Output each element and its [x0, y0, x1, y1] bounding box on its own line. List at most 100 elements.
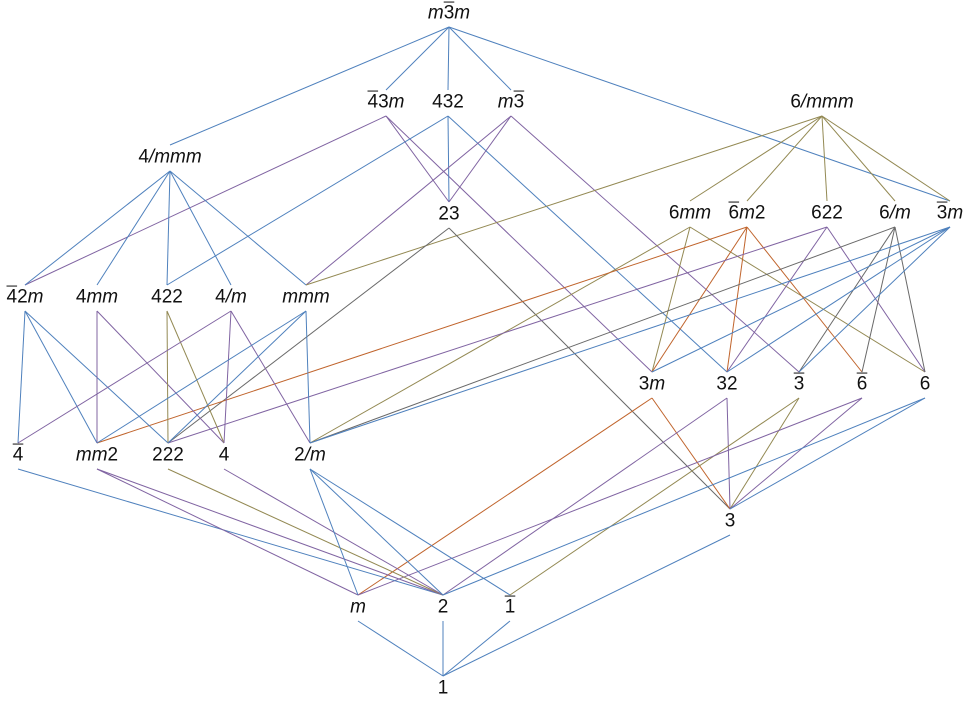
node-label-6mm: 6mm — [668, 202, 712, 224]
node-label-6: 6 — [919, 373, 931, 395]
edge-4/mmm-to-422 — [166, 170, 171, 286]
edge-mmm-to-2/m — [305, 310, 311, 444]
edge-6mm-to-2/m — [309, 226, 691, 444]
edge-m3m-to-m-3 — [448, 26, 512, 91]
edge-6/mmm-to-mmm — [305, 115, 823, 286]
edge-4/m-to--4 — [17, 310, 232, 444]
node-label-6/mmm: 6/mmm — [790, 91, 854, 113]
node-label-23: 23 — [438, 203, 460, 225]
edge-m-3-to-23 — [448, 115, 512, 203]
edge-622-to-6 — [826, 226, 926, 373]
edge-3m-to-3 — [651, 397, 731, 510]
edge-422-to-222 — [166, 310, 169, 444]
node-label-6/m: 6/m — [879, 202, 911, 224]
edge-6/m-to--6 — [861, 226, 896, 373]
edge-mmm-to-222 — [167, 310, 307, 444]
node-label-3m: 3m — [638, 373, 666, 395]
edge-2/m-to--1 — [309, 468, 511, 596]
edge-6/mmm-to--6m2 — [746, 115, 823, 202]
edge--3-to-3 — [729, 397, 800, 510]
edge-m-3-to--3 — [510, 115, 800, 373]
node-label--1: 1 — [504, 596, 516, 618]
edge-622-to-32 — [726, 226, 828, 373]
edge--4-to-2 — [17, 468, 444, 596]
node-label--6m2: 6m2 — [728, 202, 766, 224]
edge-6/m-to--3 — [798, 226, 896, 373]
node-label-4mm: 4mm — [75, 286, 119, 308]
node-label-32: 32 — [716, 373, 738, 395]
edge-6mm-to-6 — [689, 226, 926, 373]
edge--3m-to-32 — [726, 226, 951, 373]
edge-432-to-422 — [166, 115, 449, 286]
node-label-m: m — [350, 596, 366, 618]
edge-6/mmm-to--3m — [821, 115, 951, 202]
edge-23-to-222 — [167, 227, 450, 444]
edge--6m2-to--6 — [746, 226, 863, 373]
node-label-3: 3 — [724, 510, 736, 532]
edge--3m-to-2/m — [309, 226, 951, 444]
edge-4/mmm-to--42m — [24, 170, 171, 286]
edge-4/m-to-2/m — [230, 310, 311, 444]
node-label-m-3: m3 — [497, 91, 525, 113]
node-label-4/m: 4/m — [215, 286, 247, 308]
edge-6/mmm-to-622 — [821, 115, 828, 202]
edge-m-to-1 — [357, 620, 444, 677]
edge--3m-to-3m — [651, 226, 951, 373]
edge-4/mmm-to-mmm — [169, 170, 307, 286]
edge-432-to-23 — [447, 115, 450, 203]
node-label--43m: 43m — [367, 91, 405, 113]
edge-23-to-3 — [448, 227, 731, 510]
edge-422-to-4 — [166, 310, 225, 444]
edge-3-to-1 — [442, 534, 731, 677]
edge-m-3-to-mmm — [305, 115, 512, 286]
node-label-432: 432 — [432, 91, 464, 113]
edge-2/m-to-2 — [309, 468, 444, 596]
edge-6-to-3 — [729, 397, 926, 510]
edge-m3m-to-432 — [447, 26, 450, 91]
edge--6m2-to-mm2 — [96, 226, 748, 444]
node-label--4: 4 — [12, 444, 24, 466]
node-label--3m: 3m — [936, 202, 964, 224]
edge--42m-to--4 — [17, 310, 26, 444]
edge--6-to-m — [357, 397, 863, 596]
edge-6-to-2 — [442, 397, 926, 596]
node-label-4: 4 — [218, 444, 230, 466]
node-label-222: 222 — [152, 444, 184, 466]
edge-622-to-222 — [167, 226, 828, 444]
edge-m3m-to--3m — [448, 26, 951, 202]
edge-32-to-2 — [442, 397, 728, 596]
edge-m3m-to--43m — [385, 26, 450, 91]
node-label-mm2: mm2 — [75, 444, 119, 466]
edge-3m-to-m — [357, 397, 653, 596]
edge--3m-to--3 — [798, 226, 951, 373]
edge--43m-to-3m — [385, 115, 653, 373]
node-label-422: 422 — [151, 286, 183, 308]
edge-2/m-to-m — [309, 468, 359, 596]
edge-4/mmm-to-4/m — [169, 170, 232, 286]
node-label-mmm: mmm — [282, 286, 330, 308]
edge-4/m-to-4 — [223, 310, 232, 444]
edge--3-to--1 — [509, 397, 800, 596]
edge-6/mmm-to-6/m — [821, 115, 896, 202]
edge-mmm-to-mm2 — [96, 310, 307, 444]
node-label-4/mmm: 4/mmm — [138, 146, 202, 168]
edge-6/m-to-2/m — [309, 226, 896, 444]
edge--43m-to-23 — [385, 115, 450, 203]
edge--1-to-1 — [442, 620, 511, 677]
edge-6mm-to-3m — [651, 226, 691, 373]
node-label-2/m: 2/m — [294, 444, 326, 466]
edge-222-to-2 — [167, 468, 444, 596]
node-label-1: 1 — [437, 677, 449, 699]
node-label-622: 622 — [811, 202, 843, 224]
edge-4/mmm-to-4mm — [96, 170, 171, 286]
edge--42m-to-mm2 — [24, 310, 98, 444]
edge--6m2-to-32 — [726, 226, 748, 373]
edge-mm2-to-2 — [96, 468, 444, 596]
node-label--3: 3 — [793, 373, 805, 395]
node-label--6: 6 — [856, 373, 868, 395]
node-label-2: 2 — [437, 596, 449, 618]
edge-32-to-3 — [726, 397, 731, 510]
node-label--42m: 42m — [6, 286, 44, 308]
